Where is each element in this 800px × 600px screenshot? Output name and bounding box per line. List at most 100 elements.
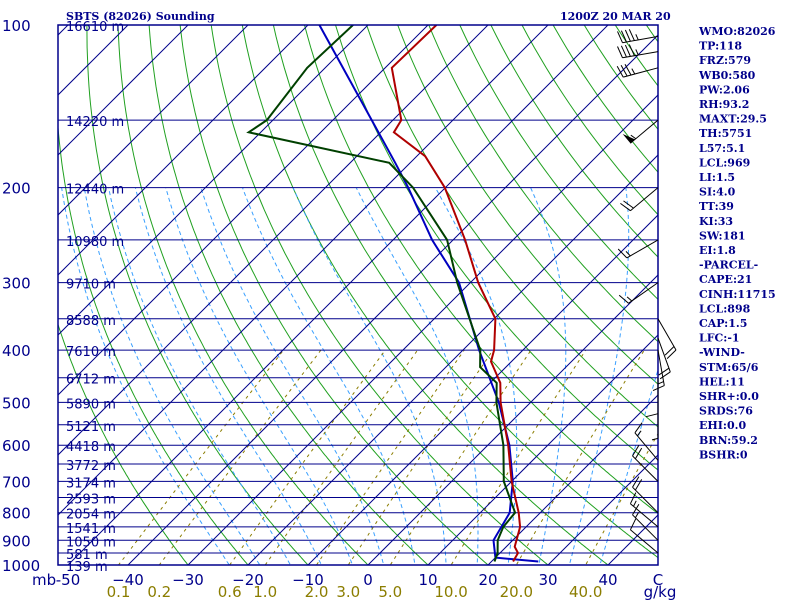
index-line: FRZ:579 [699,54,751,67]
mixing-ratio-line [347,349,494,565]
mixing-ratio-tick-label: 3.0 [336,583,360,600]
parcel-trace [318,25,539,563]
index-line: KI:33 [699,215,733,228]
pressure-tick-label: 100 [2,17,31,35]
index-line: SW:181 [699,229,746,242]
wind-barbs [616,25,677,565]
index-line: RH:93.2 [699,98,749,111]
dewpoint-trace [246,25,517,562]
temperature-tick-label: 30 [538,571,557,589]
moist-adiabat-line [568,187,630,565]
mixing-ratio-tick-label: 0.6 [218,583,242,600]
index-line: MAXT:29.5 [699,113,767,126]
wind-barb [618,282,659,304]
index-line: WMO:82026 [698,25,776,38]
wind-barb [622,119,659,144]
index-line: L57:5.1 [699,142,745,155]
height-label: 3174 m [66,476,116,491]
mixing-ratio-line [450,349,587,565]
index-line: HEL:11 [699,375,745,388]
index-line: TH:5751 [699,127,752,140]
moist-adiabat-line [134,187,322,565]
height-label: 9710 m [66,278,116,293]
isotherm-line [58,25,489,456]
mixing-ratio-line [264,349,419,565]
wind-barb [657,318,677,359]
mixing-ratio-line [389,349,532,565]
pressure-tick-label: 400 [2,342,31,360]
pressure-unit-label: mb [32,571,56,589]
mixing-ratio-line [229,349,386,565]
isotherm-line [307,214,658,565]
index-line: TT:39 [699,200,734,213]
pressure-tick-label: 1000 [2,557,40,575]
height-label: 8588 m [66,314,116,329]
index-line: TP:118 [699,40,742,53]
height-label: 4418 m [66,440,116,455]
index-line: -PARCEL- [699,259,758,272]
height-label: 2054 m [66,508,116,523]
index-line: WB0:580 [698,69,756,82]
wind-barb [657,337,671,380]
moist-adiabat-line [355,187,479,565]
moist-adiabat-line [108,187,291,565]
height-label: 3772 m [66,459,116,474]
index-line: SHR+:0.0 [699,390,759,403]
index-line: CINH:11715 [699,288,776,301]
pressure-tick-label: 200 [2,180,31,198]
temperature-tick-label: 40 [598,571,617,589]
mixing-ratio-lines [117,349,658,565]
isotherm-line [58,25,249,216]
index-line: LCL:898 [699,302,751,315]
station-title: SBTS (82026) Sounding [66,10,215,23]
wind-barb [617,29,659,44]
index-line: EI:1.8 [699,244,736,257]
height-label: 10980 m [66,235,124,250]
moist-adiabat-line [242,187,416,565]
height-label: 2593 m [66,493,116,508]
height-label: 1541 m [66,522,116,537]
index-line: BRN:59.2 [699,434,758,447]
isotherm-line [547,454,658,565]
wind-barb [617,239,659,259]
temperature-tick-label: 10 [418,571,437,589]
height-label: 1050 m [66,535,116,550]
wind-barb [632,445,659,482]
index-line: -WIND- [699,346,745,359]
height-label: 12440 m [66,183,124,198]
height-label: 581 m [66,548,108,563]
temperature-unit-label: C [653,571,663,589]
temperature-tick-label: −30 [172,571,204,589]
isotherm-line [487,394,658,565]
mixing-ratio-line [315,349,465,565]
moist-adiabat-line [292,187,447,565]
pressure-tick-label: 500 [2,394,31,412]
mixing-ratio-line [158,349,322,565]
wind-barb [632,476,659,514]
mixing-ratio-tick-label: 10.0 [434,583,467,600]
moist-adiabat-line [61,187,230,565]
wind-barb [632,503,659,541]
height-label: 14220 m [66,115,124,130]
mixing-ratio-tick-label: 0.2 [147,583,171,600]
pressure-tick-label: 900 [2,532,31,550]
isotherm-line [127,34,658,565]
temperature-tick-label: −20 [232,571,264,589]
isotherm-line [58,25,369,336]
height-label: 16610 m [66,20,124,35]
temperature-tick-label: −40 [112,571,144,589]
mixing-ratio-tick-label: 1.0 [253,583,277,600]
index-line: LCL:969 [699,156,750,169]
temperature-tick-label: −10 [292,571,324,589]
index-line: CAPE:21 [699,273,752,286]
moist-adiabat-line [434,187,518,565]
wind-barb [651,402,659,441]
mixing-ratio-tick-label: 40.0 [569,583,602,600]
moist-adiabat-line [165,187,354,565]
temperature-tick-label: 20 [478,571,497,589]
moist-adiabat-line [83,187,261,565]
wind-barb [629,492,659,528]
sounding-profiles [246,25,539,563]
